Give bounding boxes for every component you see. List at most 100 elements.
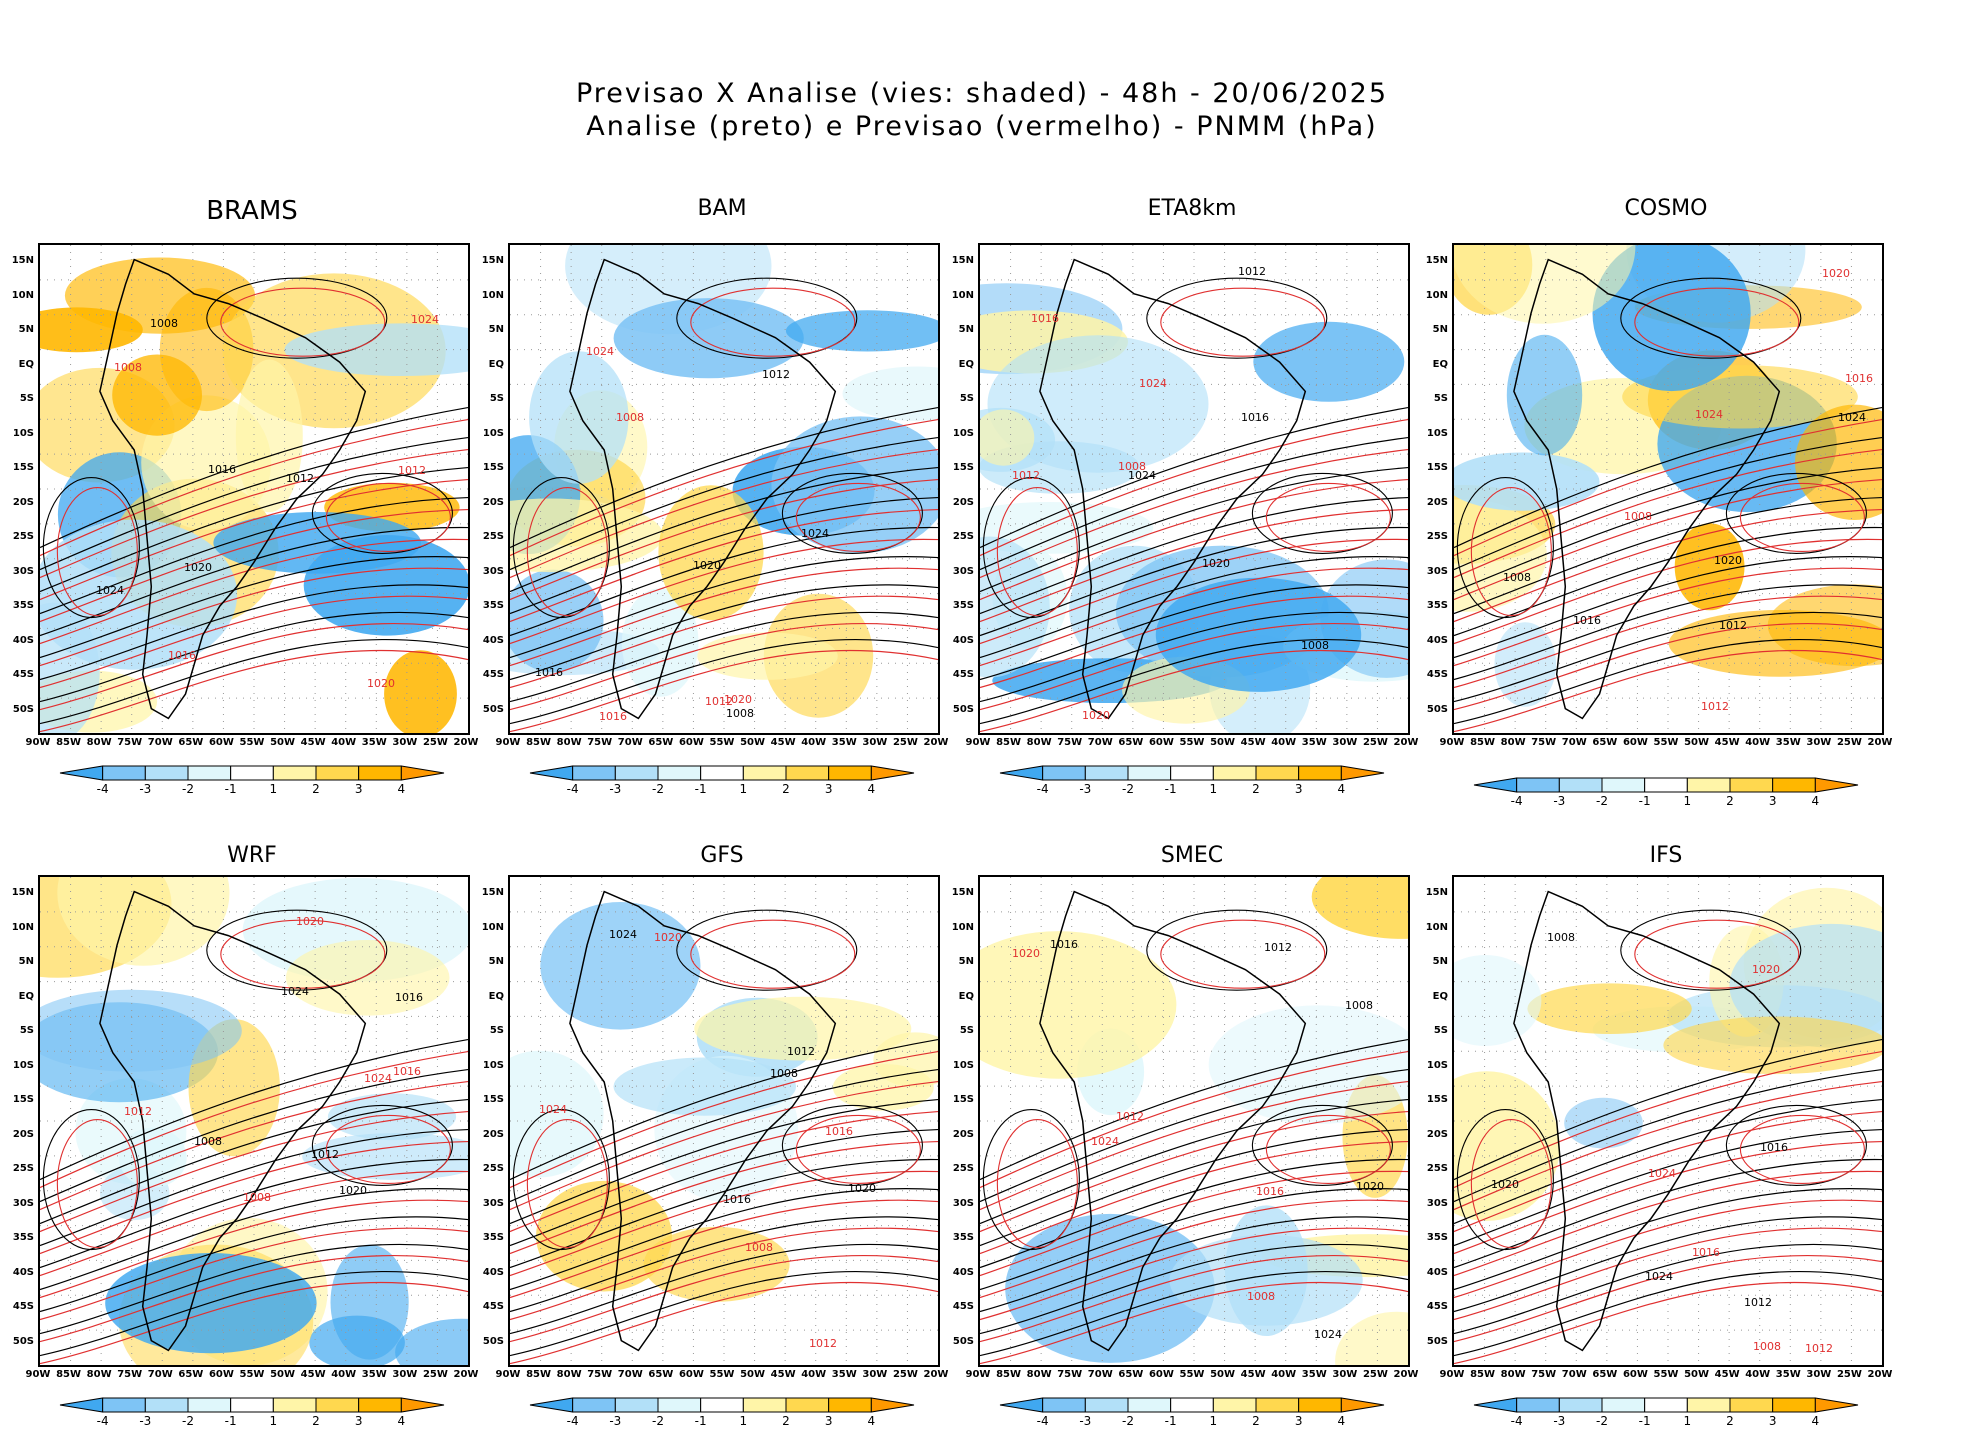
forecast-isobar <box>510 478 938 601</box>
forecast-isobar <box>40 478 468 601</box>
analysis-isobar <box>676 909 858 991</box>
lat-tick-label: 15N <box>951 887 974 898</box>
south-america-coastline <box>1513 890 1781 1352</box>
panel-title-bam: BAM <box>697 196 747 221</box>
colorbar-tick-label: -1 <box>694 782 707 796</box>
lat-tick-label: 10N <box>951 921 974 933</box>
forecast-isobar <box>510 538 938 645</box>
lat-tick-label: 45S <box>12 1301 34 1312</box>
colorbar-tick-label: 2 <box>1726 1414 1734 1428</box>
lat-tick-label: 25S <box>952 531 974 542</box>
isobar-label: 1024 <box>1091 1135 1119 1148</box>
isobar-label: 1024 <box>281 985 309 998</box>
forecast-isobar <box>1454 1050 1882 1189</box>
lat-tick-label: 30S <box>1426 1197 1448 1209</box>
analysis-isobar <box>40 638 468 725</box>
lat-tick-label: 30S <box>1426 565 1448 577</box>
forecast-isobar <box>1454 418 1882 557</box>
colorbar-tick-label: -4 <box>96 1414 109 1428</box>
lat-tick-label: 10S <box>952 427 974 439</box>
bias-shading <box>285 940 450 1016</box>
lon-tick-label: 65W <box>178 1369 204 1380</box>
isobar-label: 1024 <box>586 345 614 358</box>
bias-shading <box>118 1127 187 1188</box>
analysis-isobar <box>980 1158 1408 1269</box>
isobar-label: 1020 <box>654 931 682 944</box>
colorbar-tick-label: 2 <box>1252 1414 1260 1428</box>
forecast-isobar <box>40 1254 468 1343</box>
forecast-isobar <box>1634 287 1800 357</box>
lat-tick-label: 25S <box>12 531 34 542</box>
bias-field-cosmo: 1008 1012 1016 1020 1024 1008 1012 1016 1020 1024 <box>1454 245 1882 733</box>
lat-tick-label: 10S <box>952 1059 974 1071</box>
colorbar-tick-label: 2 <box>1726 794 1734 808</box>
lon-tick-label: 50W <box>270 737 296 748</box>
colorbar-tick-label: 1 <box>739 782 748 796</box>
forecast-isobar <box>40 1170 468 1277</box>
lat-tick-label: EQ <box>18 990 34 1002</box>
analysis-isobar <box>40 1038 468 1181</box>
analysis-isobar <box>1146 909 1328 991</box>
colorbar-swatch <box>1473 777 1518 793</box>
forecast-isobar <box>510 1050 938 1189</box>
isobar-label: 1008 <box>1503 571 1531 584</box>
colorbar-tick-label: -1 <box>1638 1414 1651 1428</box>
forecast-isobar <box>980 1281 1408 1365</box>
analysis-isobar <box>40 496 468 615</box>
map-eta8km: 1008 1012 1016 1020 1024 1008 1012 1016 1020 1024 <box>978 243 1410 735</box>
lon-tick-label: 40W <box>331 1369 357 1380</box>
lat-tick-label: 30S <box>12 1197 34 1209</box>
lat-tick-label: 30S <box>952 1197 974 1209</box>
analysis-isobar <box>510 466 938 593</box>
bias-shading <box>842 366 938 421</box>
lat-tick-label: 40S <box>12 634 34 646</box>
colorbar-swatch <box>1473 1397 1518 1413</box>
forecast-isobar <box>1454 567 1882 667</box>
forecast-isobar <box>795 482 921 552</box>
forecast-isobar <box>1634 919 1800 989</box>
forecast-isobar <box>1454 508 1882 623</box>
isobar-label: 1012 <box>1238 265 1266 278</box>
isobar-label: 1008 <box>194 1135 222 1148</box>
lon-tick-label: 70W <box>147 1369 173 1380</box>
lon-tick-label: 55W <box>1653 737 1679 748</box>
colorbar-tick-label: 3 <box>354 1414 363 1428</box>
analysis-isobar <box>510 584 938 681</box>
panel-title-eta8km: ETA8km <box>1147 196 1237 221</box>
colorbar-swatch <box>1298 1397 1342 1413</box>
isobar-label: 1020 <box>1202 557 1230 570</box>
lat-tick-label: 35S <box>12 600 34 611</box>
colorbar-tick-label: 4 <box>867 1414 876 1428</box>
analysis-isobar <box>510 556 938 659</box>
analysis-isobar <box>980 638 1408 725</box>
analysis-isobar <box>781 472 923 554</box>
colorbar-swatch <box>1686 777 1731 793</box>
isobar-label: 1016 <box>395 991 423 1004</box>
lat-tick-label: 35S <box>952 600 974 611</box>
bias-shading <box>697 632 838 680</box>
lat-tick-label: 5S <box>489 393 504 404</box>
forecast-isobar <box>510 567 938 667</box>
analysis-isobar <box>1454 1243 1882 1335</box>
map-gfs: 1008 1012 1016 1020 1024 1008 1012 1016 1020 1024 <box>508 875 940 1367</box>
panel-title-ifs: IFS <box>1649 843 1683 868</box>
bias-shading <box>309 1315 405 1365</box>
lat-tick-label: 50S <box>952 703 974 715</box>
lon-tick-label: 75W <box>1057 737 1083 748</box>
lat-tick-label: 5N <box>1432 956 1448 967</box>
south-america-coastline <box>99 890 367 1352</box>
colorbar-brams <box>59 765 445 781</box>
lon-tick-label: 70W <box>147 737 173 748</box>
lon-tick-label: 65W <box>1118 737 1144 748</box>
colorbar-tick-label: -2 <box>652 782 664 796</box>
analysis-isobar <box>1454 1216 1882 1313</box>
bias-shading <box>1311 877 1408 939</box>
lon-tick-label: 90W <box>1439 737 1465 748</box>
colorbar-tick-label: 1 <box>269 1414 278 1428</box>
colorbar-swatch <box>1772 777 1816 793</box>
analysis-isobar <box>1454 526 1882 637</box>
colorbar-tick-label: 3 <box>354 782 363 796</box>
lat-tick-label: 10N <box>481 289 504 301</box>
analysis-isobar <box>510 1068 938 1203</box>
